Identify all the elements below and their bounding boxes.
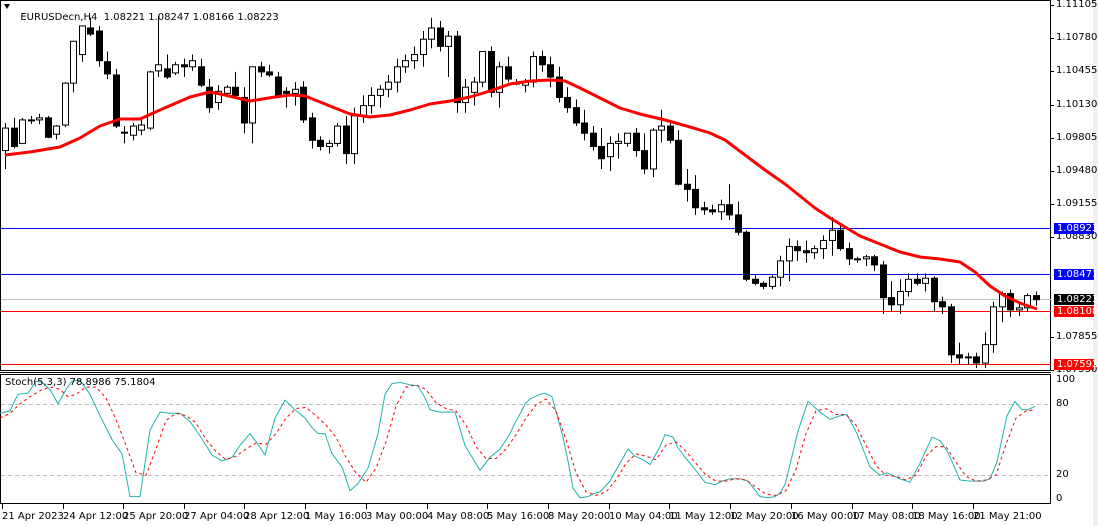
time-tick-label: 28 Apr 12:00 xyxy=(244,511,310,522)
symbol-label: EURUSDecn,H4 xyxy=(20,12,98,23)
stoch-main-line xyxy=(0,379,1036,499)
time-tick-label: 8 May 20:00 xyxy=(548,511,611,522)
right-border-strip xyxy=(1093,0,1098,526)
time-tick-label: 5 May 16:00 xyxy=(487,511,550,522)
price-tag: 1.08923 xyxy=(1054,222,1098,234)
price-tick-label: 1.09805 xyxy=(1056,131,1098,143)
price-tag: 1.07592 xyxy=(1054,358,1098,370)
time-tick-label: 25 Apr 20:00 xyxy=(123,511,189,522)
time-tick-label: 11 May 12:00 xyxy=(669,511,738,522)
stoch-tick-label: 20 xyxy=(1056,469,1069,481)
time-axis-ticks xyxy=(2,504,974,509)
moving-average-line xyxy=(4,78,1038,311)
time-tick-label: 4 May 08:00 xyxy=(427,511,490,522)
stoch-tick-label: 80 xyxy=(1056,397,1069,409)
time-tick-label: 17 May 08:00 xyxy=(852,511,921,522)
stoch-pane[interactable] xyxy=(0,374,1051,504)
time-tick-label: 24 Apr 12:00 xyxy=(63,511,129,522)
time-tick-label: 12 May 20:00 xyxy=(730,511,799,522)
stoch-signal-line xyxy=(0,384,1036,496)
stoch-tick-label: 0 xyxy=(1056,493,1063,504)
symbol-dropdown-icon[interactable] xyxy=(4,4,10,9)
time-tick-label: 16 May 00:00 xyxy=(791,511,860,522)
time-tick-label: 1 May 16:00 xyxy=(305,511,368,522)
stoch-tick-label: 100 xyxy=(1056,374,1076,385)
price-axis-ticks xyxy=(1051,5,1054,371)
price-tag: 1.08223 xyxy=(1054,294,1098,306)
price-tick-label: 1.09480 xyxy=(1056,164,1098,176)
chart-title: EURUSDecn,H4 1.08221 1.08247 1.08166 1.0… xyxy=(14,1,279,23)
candlesticks xyxy=(2,15,1040,369)
time-tick-label: 21 Apr 2023 xyxy=(2,511,64,522)
price-tag: 1.08108 xyxy=(1054,306,1098,318)
price-tick-label: 1.09155 xyxy=(1056,198,1098,210)
stoch-title: Stoch(5,3,3) 78.8986 75.1804 xyxy=(5,377,156,388)
price-tick-label: 1.10780 xyxy=(1056,32,1098,44)
horizontal-levels[interactable] xyxy=(1,228,1051,365)
time-tick-label: 3 May 00:00 xyxy=(366,511,429,522)
time-tick-label: 21 May 21:00 xyxy=(973,511,1042,522)
price-tick-label: 1.10455 xyxy=(1056,65,1098,77)
time-tick-label: 10 May 04:00 xyxy=(609,511,678,522)
ohlc-values: 1.08221 1.08247 1.08166 1.08223 xyxy=(103,12,279,23)
price-tick-label: 1.11105 xyxy=(1056,0,1098,10)
price-tick-label: 1.07855 xyxy=(1056,330,1098,342)
price-tag: 1.08471 xyxy=(1054,269,1098,281)
price-tick-label: 1.10130 xyxy=(1056,98,1098,110)
price-tick-label: 1.08830 xyxy=(1056,231,1098,243)
time-tick-label: 18 May 16:00 xyxy=(912,511,981,522)
time-tick-label: 27 Apr 04:00 xyxy=(184,511,250,522)
